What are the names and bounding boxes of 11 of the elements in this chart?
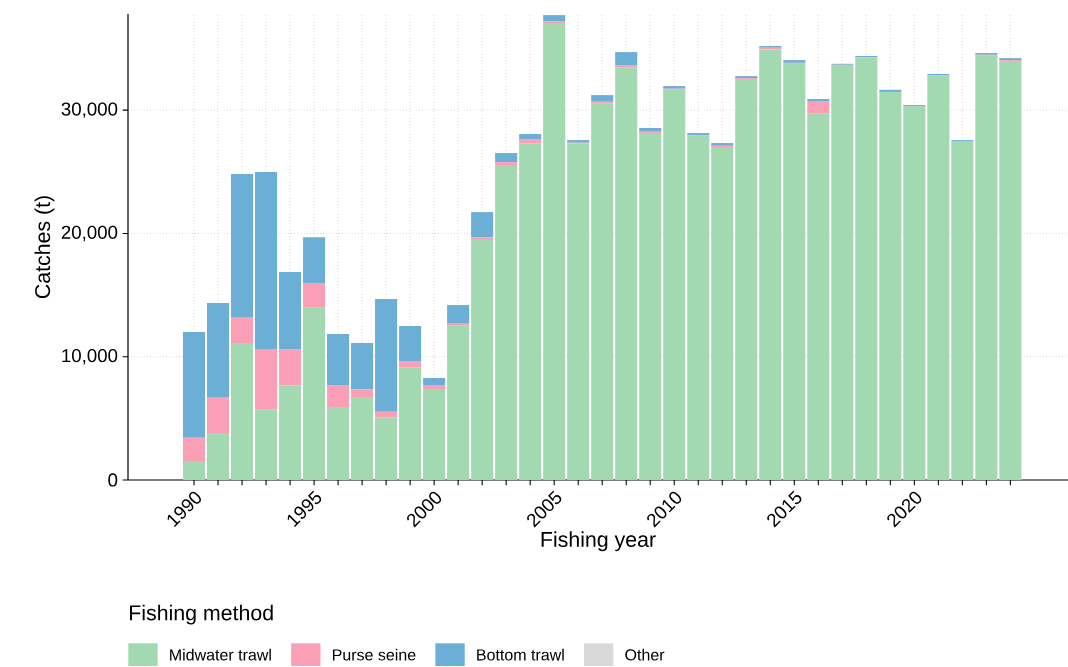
legend-title: Fishing method bbox=[130, 604, 273, 625]
legend-label: Bottom trawl bbox=[477, 648, 564, 661]
legend-label: Midwater trawl bbox=[170, 648, 271, 661]
legend-label: Purse seine bbox=[332, 648, 416, 661]
y-tick-label: 0 bbox=[108, 473, 118, 487]
y-tick-label: 20,000 bbox=[61, 225, 118, 242]
y-axis-title: Catches (t) bbox=[34, 196, 55, 299]
y-tick-label: 10,000 bbox=[62, 349, 118, 365]
x-axis-title: Fishing year bbox=[541, 531, 656, 552]
legend-label: Other bbox=[625, 648, 665, 661]
y-tick-label: 30,000 bbox=[61, 102, 118, 119]
